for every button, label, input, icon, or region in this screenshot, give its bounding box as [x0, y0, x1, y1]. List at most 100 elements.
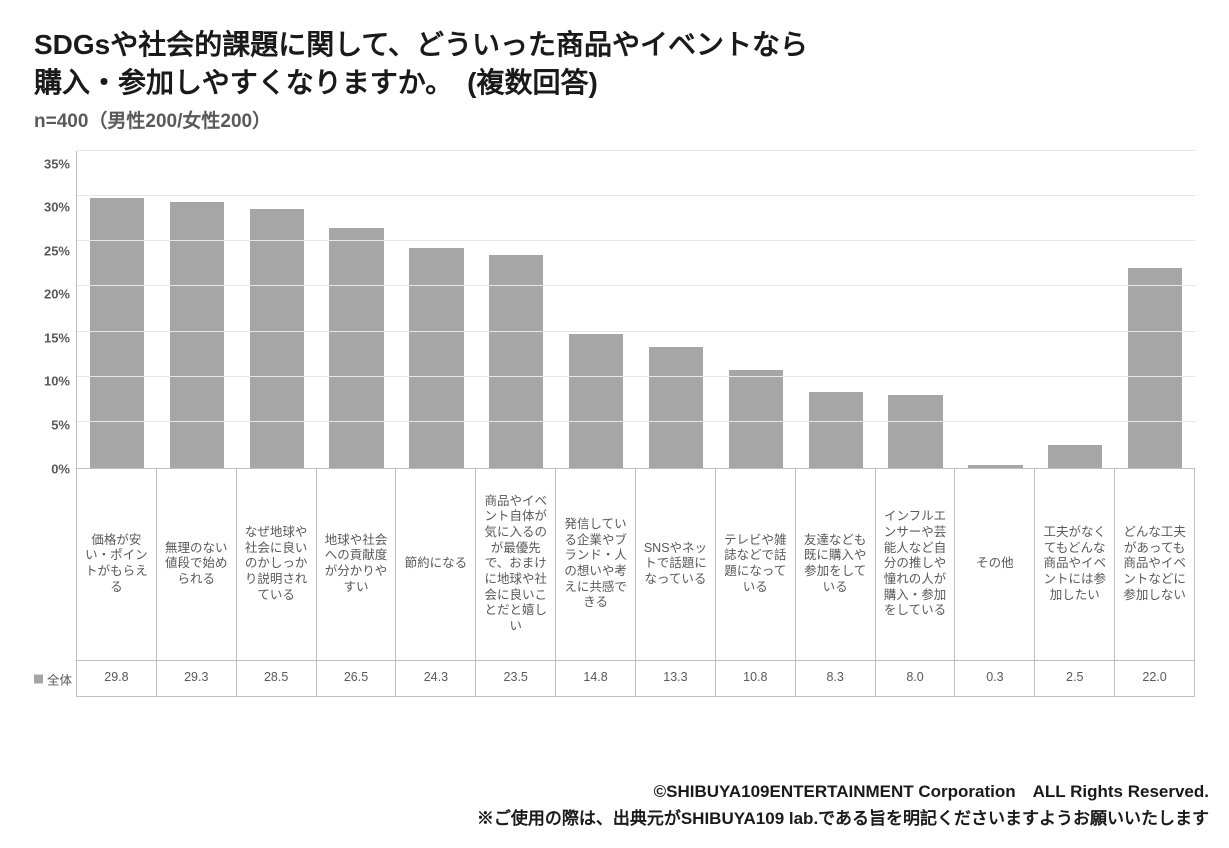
- bar-slot: [77, 151, 157, 468]
- bar-slot: [796, 151, 876, 468]
- bar-slot: [317, 151, 397, 468]
- bar-slot: [636, 151, 716, 468]
- category-label: 商品やイベント自体が気に入るのが最優先で、おまけに地球や社会に良いことだと嬉しい: [480, 494, 551, 635]
- chart-subtitle: n=400（男性200/女性200）: [34, 106, 1195, 133]
- y-tick-label: 25%: [44, 244, 70, 257]
- legend-label: 全体: [47, 669, 72, 688]
- category-label: テレビや雑誌などで話題になっている: [720, 533, 791, 596]
- category-label: 地球や社会への貢献度が分かりやすい: [321, 533, 392, 596]
- bar-slot: [1115, 151, 1195, 468]
- gridline: [77, 421, 1195, 422]
- category-cell: 無理のない値段で始められる: [156, 469, 236, 661]
- y-axis: 35%30%25%20%15%10%5%0%: [34, 151, 76, 469]
- bar-slot: [556, 151, 636, 468]
- value-cell: 24.3: [395, 661, 475, 697]
- value-row: 全体 29.829.328.526.524.323.514.813.310.88…: [34, 661, 1195, 697]
- value-cell: 23.5: [475, 661, 555, 697]
- title-line-2: 購入・参加しやすくなりますか。 (複数回答): [34, 67, 598, 98]
- category-row: 価格が安い・ポイントがもらえる無理のない値段で始められるなぜ地球や社会に良いのか…: [34, 469, 1195, 661]
- bar-slot: [157, 151, 237, 468]
- bar: [90, 198, 144, 468]
- y-tick-label: 5%: [51, 418, 70, 431]
- bar: [329, 228, 383, 468]
- bar-slot: [237, 151, 317, 468]
- category-cell: 友達なども既に購入や参加をしている: [795, 469, 875, 661]
- bar: [569, 334, 623, 468]
- category-label: 工夫がなくてもどんな商品やイベントには参加したい: [1039, 525, 1110, 603]
- gridline: [77, 240, 1195, 241]
- category-cell: インフルエンサーや芸能人など自分の推しや憧れの人が購入・参加をしている: [875, 469, 955, 661]
- chart-title: SDGsや社会的課題に関して、どういった商品やイベントなら 購入・参加しやすくな…: [34, 26, 1195, 102]
- category-cell: 商品やイベント自体が気に入るのが最優先で、おまけに地球や社会に良いことだと嬉しい: [475, 469, 555, 661]
- gridline: [77, 285, 1195, 286]
- plot-area-row: 35%30%25%20%15%10%5%0%: [34, 151, 1195, 469]
- gridline: [77, 376, 1195, 377]
- bar: [1128, 268, 1182, 467]
- bar: [1048, 445, 1102, 468]
- value-cell: 14.8: [555, 661, 635, 697]
- legend-swatch: [34, 674, 43, 683]
- y-tick-label: 10%: [44, 375, 70, 388]
- category-label: 友達なども既に購入や参加をしている: [800, 533, 871, 596]
- gridline: [77, 331, 1195, 332]
- bar-slot: [716, 151, 796, 468]
- bar-slot: [876, 151, 956, 468]
- value-cell: 22.0: [1114, 661, 1195, 697]
- bar: [170, 202, 224, 467]
- value-cell: 2.5: [1034, 661, 1114, 697]
- category-label: SNSやネットで話題になっている: [640, 541, 711, 588]
- value-cell: 10.8: [715, 661, 795, 697]
- page: SDGsや社会的課題に関して、どういった商品やイベントなら 購入・参加しやすくな…: [0, 0, 1229, 848]
- bar-slot: [476, 151, 556, 468]
- category-label: 発信している企業やブランド・人の想いや考えに共感できる: [560, 517, 631, 611]
- category-label: 無理のない値段で始められる: [161, 541, 232, 588]
- bar: [649, 347, 703, 467]
- category-label: 節約になる: [405, 556, 468, 572]
- category-cell: 地球や社会への貢献度が分かりやすい: [316, 469, 396, 661]
- category-cell: その他: [954, 469, 1034, 661]
- category-cell: どんな工夫があっても商品やイベントなどに参加しない: [1114, 469, 1195, 661]
- copyright: ©SHIBUYA109ENTERTAINMENT Corporation ALL…: [477, 778, 1209, 805]
- category-label: なぜ地球や社会に良いのかしっかり説明されている: [241, 525, 312, 603]
- legend: 全体: [34, 669, 76, 688]
- gridline: [77, 195, 1195, 196]
- bars-container: [77, 151, 1195, 468]
- y-tick-label: 15%: [44, 331, 70, 344]
- category-cell: 工夫がなくてもどんな商品やイベントには参加したい: [1034, 469, 1114, 661]
- category-cell: 節約になる: [395, 469, 475, 661]
- value-cell: 13.3: [635, 661, 715, 697]
- bar-slot: [1035, 151, 1115, 468]
- bar: [489, 255, 543, 468]
- attribution-note: ※ご使用の際は、出典元がSHIBUYA109 lab.である旨を明記くださいます…: [477, 805, 1209, 832]
- category-cell: なぜ地球や社会に良いのかしっかり説明されている: [236, 469, 316, 661]
- category-cell: テレビや雑誌などで話題になっている: [715, 469, 795, 661]
- bar: [809, 392, 863, 467]
- bar: [968, 465, 1022, 468]
- value-cell: 8.0: [875, 661, 955, 697]
- y-tick-label: 0%: [51, 462, 70, 475]
- category-label: 価格が安い・ポイントがもらえる: [81, 533, 152, 596]
- value-cell: 8.3: [795, 661, 875, 697]
- bar: [729, 370, 783, 468]
- category-label: その他: [976, 556, 1014, 572]
- bar: [409, 248, 463, 468]
- bar-slot: [396, 151, 476, 468]
- category-label: インフルエンサーや芸能人など自分の推しや憧れの人が購入・参加をしている: [880, 509, 951, 618]
- y-tick-label: 30%: [44, 201, 70, 214]
- y-tick-label: 35%: [44, 157, 70, 170]
- y-tick-label: 20%: [44, 288, 70, 301]
- plot-area: [76, 151, 1195, 469]
- footer: ©SHIBUYA109ENTERTAINMENT Corporation ALL…: [477, 778, 1209, 832]
- value-cell: 29.8: [76, 661, 156, 697]
- category-cell: 価格が安い・ポイントがもらえる: [76, 469, 156, 661]
- bar-chart: 35% 30% 25% 20% 15% 10% 5% 0% 価格が安い・ポイントがもらえる無理…: [34, 151, 1195, 697]
- gridline: [77, 150, 1195, 151]
- category-cell: 発信している企業やブランド・人の想いや考えに共感できる: [555, 469, 635, 661]
- value-cell: 28.5: [236, 661, 316, 697]
- title-line-1: SDGsや社会的課題に関して、どういった商品やイベントなら: [34, 29, 808, 60]
- value-cell: 29.3: [156, 661, 236, 697]
- category-label: どんな工夫があっても商品やイベントなどに参加しない: [1119, 525, 1190, 603]
- bar: [888, 395, 942, 467]
- value-cell: 26.5: [316, 661, 396, 697]
- bar-slot: [955, 151, 1035, 468]
